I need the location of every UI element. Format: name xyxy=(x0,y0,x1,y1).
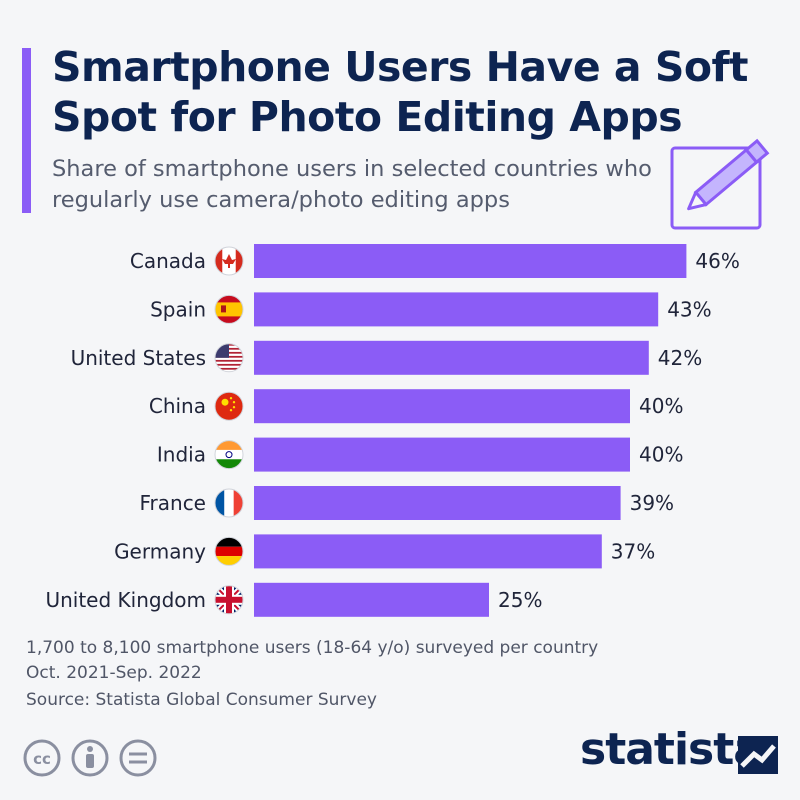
category-label: Canada xyxy=(130,249,206,273)
chart-title: Smartphone Users Have a Soft Spot for Ph… xyxy=(52,43,748,141)
bar xyxy=(254,437,630,472)
india-flag-icon xyxy=(214,440,244,470)
creative-commons-icons: cc xyxy=(23,739,157,777)
svg-text:cc: cc xyxy=(33,750,51,768)
category-label: Germany xyxy=(114,539,206,563)
chart-subtitle: Share of smartphone users in selected co… xyxy=(52,156,652,213)
uk-flag-icon xyxy=(214,585,244,615)
value-label: 25% xyxy=(498,588,542,612)
survey-period: Oct. 2021-Sep. 2022 xyxy=(26,663,202,683)
value-label: 43% xyxy=(667,297,711,321)
category-label: United Kingdom xyxy=(45,588,206,612)
category-label: India xyxy=(157,443,206,467)
value-label: 42% xyxy=(658,346,702,370)
bar xyxy=(254,244,687,278)
category-label: China xyxy=(149,394,206,418)
spain-flag-icon xyxy=(214,294,244,324)
category-label: Spain xyxy=(150,297,206,321)
bar xyxy=(254,582,489,617)
pencil-icon xyxy=(670,138,770,230)
value-label: 39% xyxy=(630,491,674,515)
accent-bar xyxy=(22,48,31,213)
statista-logo: statista xyxy=(580,724,763,775)
bar xyxy=(254,389,630,424)
canada-flag-icon xyxy=(214,246,244,276)
china-flag-icon xyxy=(214,391,244,421)
value-label: 37% xyxy=(611,539,655,563)
no-derivatives-icon xyxy=(119,739,157,777)
bar xyxy=(254,340,649,375)
france-flag-icon xyxy=(214,488,244,518)
source-note: Source: Statista Global Consumer Survey xyxy=(26,690,377,710)
bar-chart: 46% Canada 43% Spain 42% United States 40% Chin… xyxy=(45,244,740,617)
value-label: 40% xyxy=(639,394,683,418)
bar xyxy=(254,292,659,327)
category-label: United States xyxy=(71,346,206,370)
statista-logo-mark xyxy=(738,736,778,774)
bar xyxy=(254,534,602,569)
usa-flag-icon xyxy=(214,343,244,373)
germany-flag-icon xyxy=(214,536,244,566)
bar xyxy=(254,486,621,520)
category-label: France xyxy=(139,491,206,515)
value-label: 40% xyxy=(639,443,683,467)
attribution-icon xyxy=(71,739,109,777)
cc-icon xyxy=(23,739,61,777)
sample-note: 1,700 to 8,100 smartphone users (18-64 y… xyxy=(26,638,599,658)
value-label: 46% xyxy=(695,249,739,273)
